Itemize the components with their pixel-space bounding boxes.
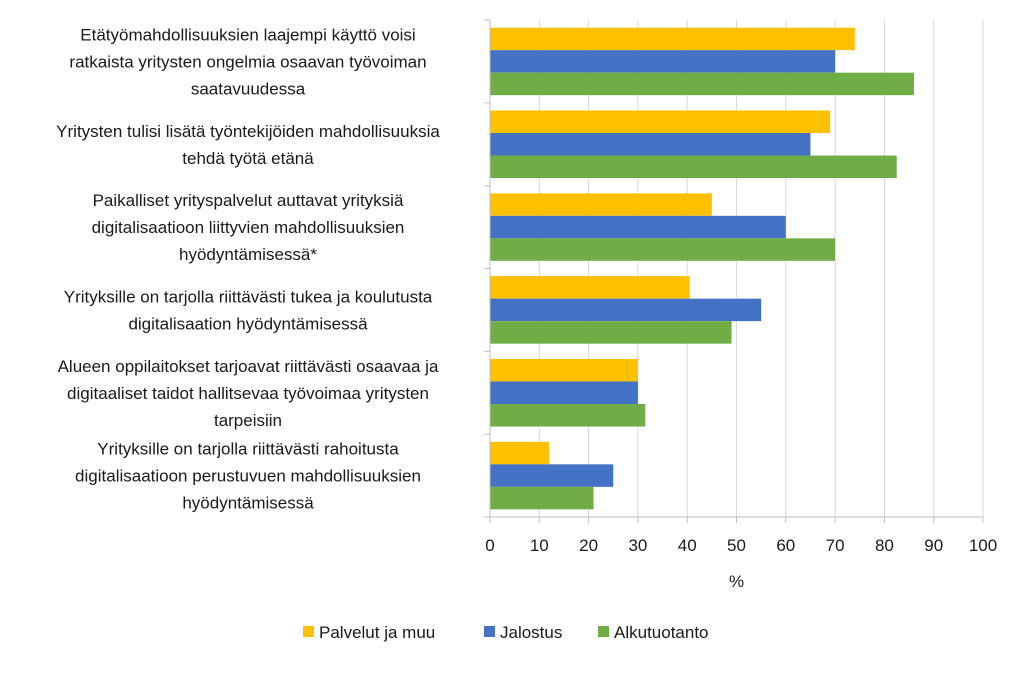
x-tick-label: 10 — [530, 536, 549, 555]
category-label-line: digitaaliset taidot hallitsevaa työvoima… — [67, 384, 429, 403]
x-tick-label: 50 — [727, 536, 746, 555]
category-labels: Etätyömahdollisuuksien laajempi käyttö v… — [56, 25, 440, 512]
legend-item: Jalostus — [484, 623, 562, 642]
gridlines — [489, 20, 984, 517]
category-label-line: digitalisaation hyödyntämisessä — [128, 314, 368, 333]
bar-jalostus — [490, 50, 836, 73]
bar-palvelut-ja-muu — [490, 276, 690, 299]
category-label-line: digitalisaatioon perustuvuen mahdollisuu… — [75, 467, 421, 486]
bar-palvelut-ja-muu — [490, 359, 638, 382]
bar-palvelut-ja-muu — [490, 27, 855, 51]
legend: Palvelut ja muu Jalostus Alkutuotanto — [303, 623, 709, 642]
x-axis-title: % — [729, 572, 744, 591]
category-label-line: Yrityksille on tarjolla riittävästi raho… — [97, 440, 399, 459]
category-label-line: Alueen oppilaitokset tarjoavat riittäväs… — [58, 357, 439, 376]
category-label: Alueen oppilaitokset tarjoavat riittäväs… — [58, 357, 439, 430]
legend-swatch — [303, 626, 314, 637]
legend-item: Palvelut ja muu — [303, 623, 435, 642]
bar-palvelut-ja-muu — [490, 110, 831, 133]
axes — [484, 19, 984, 523]
category-label: Etätyömahdollisuuksien laajempi käyttö v… — [69, 25, 426, 98]
legend-label: Alkutuotanto — [614, 623, 709, 642]
bar-alkutuotanto — [490, 486, 594, 510]
category-label-line: Yritysten tulisi lisätä työntekijöiden m… — [56, 122, 440, 141]
category-label-line: hyödyntämisessä — [182, 494, 314, 513]
bar-jalostus — [490, 464, 614, 487]
category-label-line: Paikalliset yrityspalvelut auttavat yrit… — [93, 191, 404, 210]
x-tick-label: 60 — [776, 536, 795, 555]
category-label-line: digitalisaatioon liittyvien mahdollisuuk… — [92, 218, 405, 237]
category-label: Paikalliset yrityspalvelut auttavat yrit… — [92, 191, 405, 264]
category-label: Yrityksille on tarjolla riittävästi raho… — [75, 440, 421, 513]
bar-jalostus — [490, 215, 786, 239]
category-label: Yritysten tulisi lisätä työntekijöiden m… — [56, 122, 440, 168]
bar-alkutuotanto — [490, 404, 646, 427]
bar-alkutuotanto — [490, 321, 732, 344]
x-tick-label: 80 — [875, 536, 894, 555]
category-label-line: ratkaista yritysten ongelmia osaavan työ… — [69, 52, 426, 71]
bar-alkutuotanto — [490, 238, 836, 261]
x-tick-label: 0 — [485, 536, 494, 555]
category-label-line: saatavuudessa — [191, 79, 306, 98]
x-tick-label: 90 — [924, 536, 943, 555]
bar-palvelut-ja-muu — [490, 441, 550, 465]
x-tick-label: 30 — [628, 536, 647, 555]
category-label-line: tarpeisiin — [214, 411, 282, 430]
category-label-line: tehdä työtä etänä — [182, 149, 314, 168]
bar-jalostus — [490, 133, 811, 156]
legend-swatch — [598, 626, 609, 637]
legend-swatch — [484, 626, 495, 637]
bar-jalostus — [490, 381, 638, 404]
x-tick-label: 20 — [579, 536, 598, 555]
x-tick-labels: 0 10 20 30 40 50 60 70 80 90 100 — [485, 536, 997, 555]
bar-jalostus — [490, 298, 762, 322]
bar-alkutuotanto — [490, 155, 897, 178]
bar-alkutuotanto — [490, 72, 914, 96]
legend-label: Palvelut ja muu — [319, 623, 435, 642]
x-tick-label: 70 — [826, 536, 845, 555]
category-label-line: hyödyntämisessä* — [179, 245, 317, 264]
x-tick-label: 100 — [969, 536, 997, 555]
bars — [490, 27, 914, 510]
x-tick-label: 40 — [678, 536, 697, 555]
category-label-line: Etätyömahdollisuuksien laajempi käyttö v… — [80, 25, 415, 44]
legend-label: Jalostus — [500, 623, 562, 642]
bar-palvelut-ja-muu — [490, 193, 712, 216]
legend-item: Alkutuotanto — [598, 623, 709, 642]
category-label-line: Yrityksille on tarjolla riittävästi tuke… — [64, 287, 433, 306]
category-label: Yrityksille on tarjolla riittävästi tuke… — [64, 287, 433, 333]
